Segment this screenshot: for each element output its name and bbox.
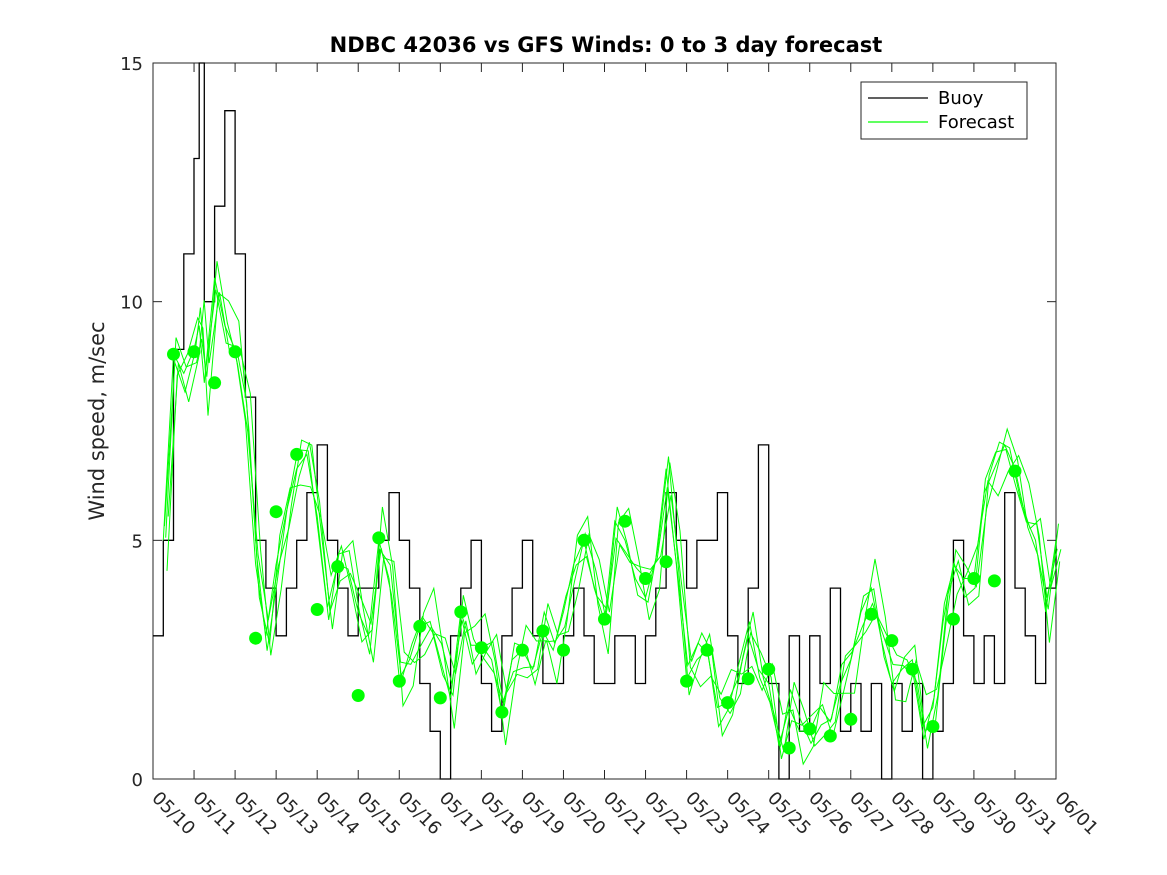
forecast-marker <box>310 603 324 616</box>
series-layer <box>153 62 1062 780</box>
y-tick-label: 0 <box>132 770 143 791</box>
forecast-marker <box>680 674 694 688</box>
forecast-marker <box>536 624 550 638</box>
chart-title: NDBC 42036 vs GFS Winds: 0 to 3 day fore… <box>330 33 883 57</box>
forecast-marker <box>187 345 201 359</box>
forecast-marker <box>864 607 878 621</box>
forecast-marker <box>618 514 632 528</box>
forecast-marker <box>474 641 488 655</box>
y-axis-label: Wind speed, m/sec <box>85 321 109 520</box>
forecast-marker <box>167 347 180 361</box>
forecast-marker <box>700 643 714 657</box>
forecast-marker <box>577 533 591 547</box>
legend-label-buoy: Buoy <box>938 88 984 109</box>
series-forecast-line-2 <box>165 261 1059 760</box>
forecast-marker <box>351 689 365 702</box>
forecast-marker <box>269 505 283 519</box>
forecast-marker <box>331 560 345 574</box>
forecast-marker <box>967 572 981 585</box>
forecast-marker <box>208 376 222 390</box>
forecast-marker <box>515 643 529 657</box>
forecast-marker <box>885 634 899 648</box>
y-tick-label: 15 <box>120 54 143 75</box>
forecast-marker <box>823 729 837 743</box>
forecast-marker <box>741 672 755 686</box>
plot-area <box>152 62 1057 780</box>
forecast-marker <box>249 631 263 645</box>
forecast-marker <box>290 447 304 461</box>
forecast-marker <box>721 696 735 710</box>
forecast-marker <box>1008 464 1022 478</box>
forecast-marker <box>413 619 427 633</box>
forecast-marker <box>844 712 858 726</box>
forecast-marker <box>495 705 509 719</box>
forecast-marker <box>557 643 570 657</box>
forecast-marker <box>639 572 652 585</box>
forecast-marker <box>905 662 919 676</box>
forecast-marker <box>782 741 796 755</box>
forecast-marker <box>946 612 960 626</box>
series-forecast-line-3 <box>166 291 1061 766</box>
forecast-marker <box>433 691 447 705</box>
forecast-marker <box>598 612 611 626</box>
forecast-marker <box>454 605 468 619</box>
forecast-marker <box>372 531 386 545</box>
forecast-marker <box>803 722 817 736</box>
series-buoy-line <box>153 62 1057 780</box>
forecast-marker <box>659 555 673 569</box>
legend: Buoy Forecast <box>860 81 1028 140</box>
forecast-marker <box>926 720 940 733</box>
legend-label-forecast: Forecast <box>938 112 1014 133</box>
forecast-marker <box>987 574 1001 588</box>
legend-box <box>860 81 1028 140</box>
y-tick-label: 5 <box>132 531 143 552</box>
forecast-marker <box>392 674 406 688</box>
y-tick-label: 10 <box>120 293 143 314</box>
forecast-marker <box>228 345 242 359</box>
forecast-marker <box>762 662 776 676</box>
